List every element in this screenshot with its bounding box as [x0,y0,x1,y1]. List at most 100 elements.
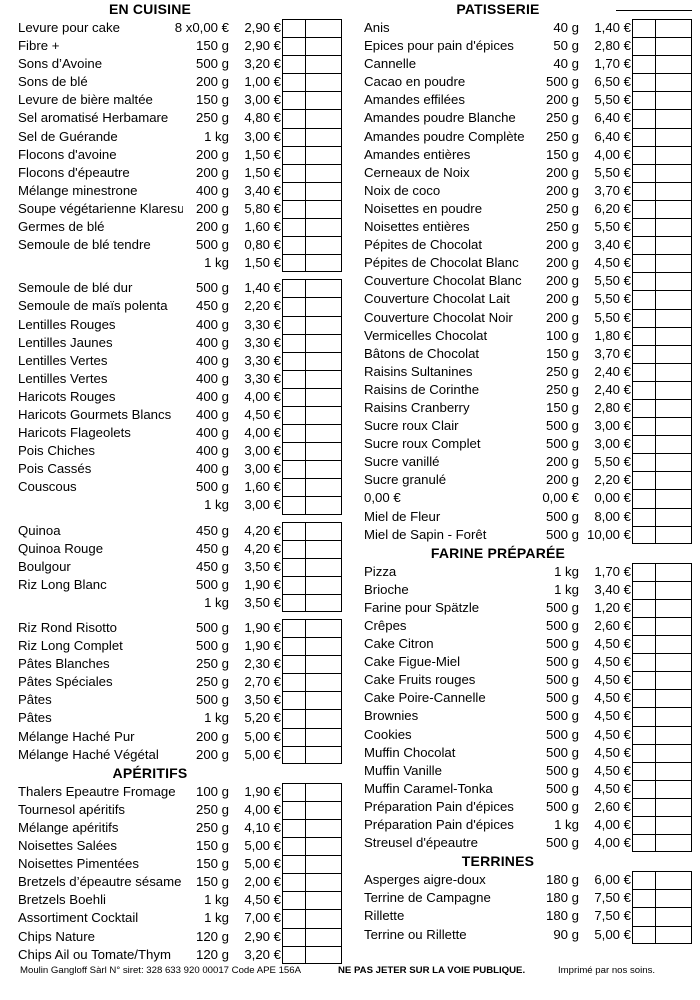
total-entry-cell[interactable] [305,254,342,273]
quantity-checkbox-cell[interactable] [282,387,305,406]
quantity-checkbox-cell[interactable] [282,593,305,612]
total-entry-cell[interactable] [305,593,342,612]
quantity-checkbox-cell[interactable] [632,199,655,219]
total-entry-cell[interactable] [305,181,342,200]
quantity-checkbox-cell[interactable] [282,369,305,388]
quantity-checkbox-cell[interactable] [632,55,655,74]
total-entry-cell[interactable] [305,909,342,928]
quantity-checkbox-cell[interactable] [632,163,655,182]
total-entry-cell[interactable] [655,925,692,944]
quantity-checkbox-cell[interactable] [282,837,305,856]
total-entry-cell[interactable] [655,435,692,454]
total-entry-cell[interactable] [655,834,692,853]
total-entry-cell[interactable] [305,315,342,334]
total-entry-cell[interactable] [655,218,692,237]
quantity-checkbox-cell[interactable] [282,37,305,56]
quantity-checkbox-cell[interactable] [282,163,305,182]
total-entry-cell[interactable] [305,927,342,946]
total-entry-cell[interactable] [655,653,692,672]
total-entry-cell[interactable] [305,691,342,710]
total-entry-cell[interactable] [655,580,692,599]
total-entry-cell[interactable] [305,73,342,92]
total-entry-cell[interactable] [655,254,692,273]
quantity-checkbox-cell[interactable] [282,297,305,316]
quantity-checkbox-cell[interactable] [632,453,655,472]
quantity-checkbox-cell[interactable] [282,91,305,110]
quantity-checkbox-cell[interactable] [632,562,655,581]
quantity-checkbox-cell[interactable] [632,73,655,92]
total-entry-cell[interactable] [305,478,342,497]
total-entry-cell[interactable] [655,163,692,182]
quantity-checkbox-cell[interactable] [282,351,305,370]
quantity-checkbox-cell[interactable] [282,19,305,38]
total-entry-cell[interactable] [655,507,692,526]
quantity-checkbox-cell[interactable] [632,471,655,490]
quantity-checkbox-cell[interactable] [632,779,655,798]
quantity-checkbox-cell[interactable] [282,655,305,674]
quantity-checkbox-cell[interactable] [282,279,305,298]
total-entry-cell[interactable] [655,453,692,472]
total-entry-cell[interactable] [655,871,692,890]
total-entry-cell[interactable] [655,725,692,744]
total-entry-cell[interactable] [305,521,342,540]
quantity-checkbox-cell[interactable] [282,637,305,656]
total-entry-cell[interactable] [655,471,692,490]
quantity-checkbox-cell[interactable] [282,405,305,425]
total-entry-cell[interactable] [655,671,692,690]
quantity-checkbox-cell[interactable] [282,181,305,200]
quantity-checkbox-cell[interactable] [632,417,655,436]
quantity-checkbox-cell[interactable] [632,489,655,508]
total-entry-cell[interactable] [305,333,342,352]
total-entry-cell[interactable] [655,37,692,56]
total-entry-cell[interactable] [655,797,692,817]
total-entry-cell[interactable] [305,424,342,443]
total-entry-cell[interactable] [305,637,342,656]
quantity-checkbox-cell[interactable] [632,91,655,110]
total-entry-cell[interactable] [305,539,342,558]
total-entry-cell[interactable] [655,525,692,544]
quantity-checkbox-cell[interactable] [282,619,305,638]
quantity-checkbox-cell[interactable] [632,380,655,399]
quantity-checkbox-cell[interactable] [632,689,655,708]
total-entry-cell[interactable] [305,655,342,674]
quantity-checkbox-cell[interactable] [282,691,305,710]
total-entry-cell[interactable] [655,199,692,219]
quantity-checkbox-cell[interactable] [282,73,305,92]
quantity-checkbox-cell[interactable] [282,873,305,892]
total-entry-cell[interactable] [305,673,342,692]
quantity-checkbox-cell[interactable] [632,145,655,164]
quantity-checkbox-cell[interactable] [632,797,655,817]
total-entry-cell[interactable] [655,743,692,762]
total-entry-cell[interactable] [305,145,342,164]
quantity-checkbox-cell[interactable] [632,507,655,526]
total-entry-cell[interactable] [305,91,342,110]
quantity-checkbox-cell[interactable] [282,424,305,443]
quantity-checkbox-cell[interactable] [632,580,655,599]
quantity-checkbox-cell[interactable] [632,290,655,309]
total-entry-cell[interactable] [305,236,342,255]
quantity-checkbox-cell[interactable] [282,782,305,801]
quantity-checkbox-cell[interactable] [282,145,305,164]
quantity-checkbox-cell[interactable] [632,725,655,744]
total-entry-cell[interactable] [305,837,342,856]
quantity-checkbox-cell[interactable] [632,871,655,890]
quantity-checkbox-cell[interactable] [632,925,655,944]
quantity-checkbox-cell[interactable] [632,761,655,780]
quantity-checkbox-cell[interactable] [632,653,655,672]
total-entry-cell[interactable] [305,496,342,515]
total-entry-cell[interactable] [655,761,692,780]
total-entry-cell[interactable] [655,598,692,617]
quantity-checkbox-cell[interactable] [282,855,305,874]
quantity-checkbox-cell[interactable] [632,907,655,926]
quantity-checkbox-cell[interactable] [282,521,305,540]
total-entry-cell[interactable] [655,290,692,309]
total-entry-cell[interactable] [305,460,342,479]
quantity-checkbox-cell[interactable] [632,598,655,617]
total-entry-cell[interactable] [305,891,342,910]
quantity-checkbox-cell[interactable] [282,539,305,558]
quantity-checkbox-cell[interactable] [632,344,655,363]
total-entry-cell[interactable] [305,818,342,838]
quantity-checkbox-cell[interactable] [632,19,655,38]
total-entry-cell[interactable] [655,398,692,418]
total-entry-cell[interactable] [655,707,692,726]
